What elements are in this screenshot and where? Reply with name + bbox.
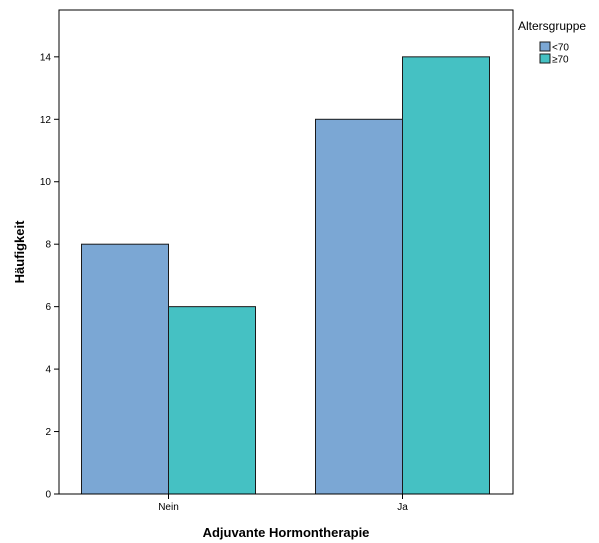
bar-ja-series-1 (315, 118, 403, 495)
y-tick-label: 8 (45, 240, 51, 251)
y-tick-label: 2 (45, 427, 51, 438)
legend-title: Altersgruppe (518, 19, 586, 33)
x-tick-label-ja: Ja (397, 502, 408, 513)
plot-frame (58, 9, 514, 495)
y-tick-label: 6 (45, 302, 51, 313)
legend-label-2: ≥70 (552, 55, 569, 66)
y-tick-label: 14 (40, 52, 52, 63)
y-axis: 0 2 4 6 8 10 12 14 (40, 52, 59, 501)
y-tick-label: 4 (45, 365, 51, 376)
y-tick-label: 0 (45, 490, 51, 501)
legend: Altersgruppe <70≥70 (518, 19, 586, 66)
y-tick-label: 12 (40, 115, 52, 126)
x-axis-title: Adjuvante Hormontherapie (203, 525, 370, 540)
bar-ja-series-2 (402, 56, 490, 495)
x-axis: Nein Ja (158, 494, 408, 513)
y-tick-label: 10 (40, 177, 52, 188)
legend-label-1: <70 (552, 43, 569, 54)
legend-swatch-2 (539, 53, 551, 64)
legend-swatch-1 (539, 41, 551, 52)
y-axis-title: Häufigkeit (12, 220, 27, 284)
bar-group (81, 56, 490, 495)
bar-nein-series-1 (81, 243, 169, 495)
bar-nein-series-2 (168, 306, 256, 495)
x-tick-label-nein: Nein (158, 502, 179, 513)
